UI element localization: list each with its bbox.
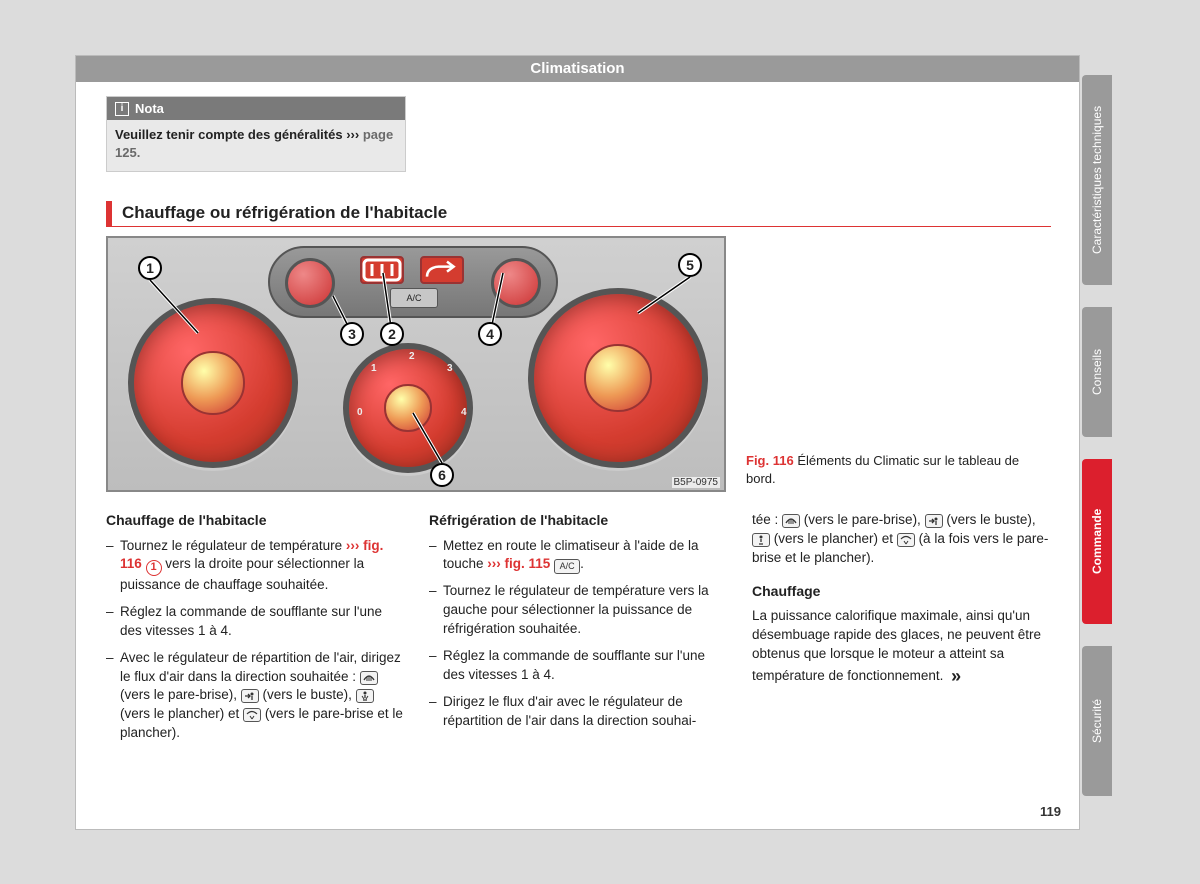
col2-item-4: Dirigez le flux d'air avec le régulateur… [429, 693, 728, 731]
col1-item-1: Tournez le régulateur de température ›››… [106, 537, 405, 595]
tab-securite[interactable]: Sécurité [1082, 646, 1112, 796]
tab-conseils[interactable]: Conseils [1082, 307, 1112, 437]
nota-box: i Nota Veuillez tenir compte des général… [106, 96, 406, 172]
col2-item-1b: . [580, 556, 584, 571]
windshield-icon [782, 514, 800, 528]
callout-3: 3 [340, 322, 364, 346]
blower-num-1: 1 [371, 363, 377, 374]
col3-cont-a: tée : [752, 512, 782, 527]
windshield-icon [360, 671, 378, 685]
manual-page: Climatisation i Nota Veuillez tenir comp… [75, 55, 1080, 830]
col2-heading: Réfrigération de l'habitacle [429, 511, 728, 531]
blower-num-4: 4 [461, 407, 467, 418]
column-3: tée : (vers le pare-brise), (vers le bus… [752, 511, 1051, 751]
col2-item-2: Tournez le régulateur de température ver… [429, 582, 728, 639]
blower-num-2: 2 [409, 351, 415, 362]
temperature-dial [128, 298, 298, 468]
nota-body: Veuillez tenir compte des généralités ››… [107, 120, 405, 171]
face-vent-icon [241, 689, 259, 703]
col3-cont-p: (vers le plancher) et [770, 531, 897, 546]
figure-row: A/C 0 1 2 3 4 [106, 236, 1051, 496]
col1-item-3b: (vers le buste), [259, 687, 356, 702]
col1-item-3: Avec le régulateur de répartition de l'a… [106, 649, 405, 743]
col2-item-3: Réglez la commande de soufflante sur l'u… [429, 647, 728, 685]
air-distribution-dial [528, 288, 708, 468]
button-module: A/C [268, 246, 558, 318]
figure-caption: Fig. 116 Éléments du Climatic sur le tab… [746, 452, 1046, 487]
page-number: 119 [1040, 804, 1061, 819]
col1-item-1a: Tournez le régulateur de température [120, 538, 346, 553]
col3-paragraph: La puissance calorifique maximale, ainsi… [752, 608, 1041, 683]
ac-inline-box: A/C [554, 559, 580, 574]
callout-5: 5 [678, 253, 702, 277]
seat-heater-right-dial [491, 258, 541, 308]
tab-commande[interactable]: Commande [1082, 459, 1112, 624]
col1-item-3p: (vers le plancher) et [120, 706, 243, 721]
body-columns: Chauffage de l'habitacle Tournez le régu… [106, 511, 1051, 751]
col2-item-1: Mettez en route le climatiseur à l'aide … [429, 537, 728, 575]
face-vent-icon [925, 514, 943, 528]
continuation-marker: » [951, 664, 961, 689]
callout-6: 6 [430, 463, 454, 487]
rear-defrost-button-icon [360, 256, 404, 284]
col1-item-3w: (vers le pare-brise), [120, 687, 241, 702]
blower-num-0: 0 [357, 407, 363, 418]
side-tabs: Caractéristiques techniques Conseils Com… [1082, 75, 1112, 796]
blower-num-3: 3 [447, 363, 453, 374]
nota-header: i Nota [107, 97, 405, 120]
info-icon: i [115, 102, 129, 116]
col1-heading: Chauffage de l'habitacle [106, 511, 405, 531]
callout-2: 2 [380, 322, 404, 346]
column-2: Réfrigération de l'habitacle Mettez en r… [429, 511, 728, 751]
floor-vent-icon [752, 533, 770, 547]
figure-caption-label: Fig. 116 [746, 453, 794, 468]
callout-4: 4 [478, 322, 502, 346]
section-title: Chauffage ou réfrigération de l'habitacl… [106, 201, 1051, 227]
windshield-floor-icon [897, 533, 915, 547]
callout-1: 1 [138, 256, 162, 280]
ac-button: A/C [390, 288, 438, 308]
blower-dial: 0 1 2 3 4 [343, 343, 473, 473]
col3-continuation: tée : (vers le pare-brise), (vers le bus… [752, 511, 1051, 568]
recirculation-button-icon [420, 256, 464, 284]
tab-caracteristiques[interactable]: Caractéristiques techniques [1082, 75, 1112, 285]
windshield-floor-icon [243, 708, 261, 722]
figure-ref-code: B5P-0975 [672, 477, 720, 488]
seat-heater-left-dial [285, 258, 335, 308]
col1-item-2: Réglez la commande de soufflante sur l'u… [106, 603, 405, 641]
inline-callout-1: 1 [146, 560, 162, 576]
nota-label: Nota [135, 101, 164, 116]
floor-vent-icon [356, 689, 374, 703]
col2-fig-ref: ››› fig. 115 [487, 556, 550, 571]
col3-cont-b: (vers le buste), [943, 512, 1036, 527]
col3-heading: Chauffage [752, 582, 1051, 602]
chapter-header: Climatisation [76, 56, 1079, 82]
col1-item-3a: Avec le régulateur de répartition de l'a… [120, 650, 401, 684]
column-1: Chauffage de l'habitacle Tournez le régu… [106, 511, 405, 751]
climatic-figure: A/C 0 1 2 3 4 [106, 236, 726, 492]
col3-cont-w: (vers le pare-brise), [800, 512, 925, 527]
nota-text: Veuillez tenir compte des généralités [115, 127, 346, 142]
nota-chevron: ››› [346, 127, 359, 142]
